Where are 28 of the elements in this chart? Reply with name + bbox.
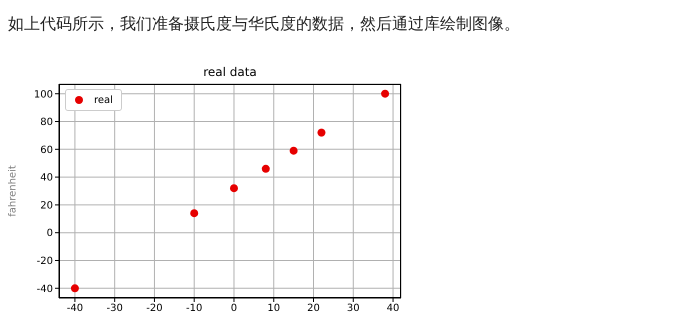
x-tick-label: -30 [106,303,123,314]
point [381,90,390,98]
y-tick-label: 80 [40,117,53,128]
y-tick-label: 40 [40,172,53,184]
x-tick-label: -10 [186,303,202,314]
x-tick-label: 30 [346,303,360,314]
x-tick-label: 40 [386,303,400,314]
y-axis-title: fahrenheit [8,165,19,217]
legend-label: real [94,94,113,106]
point [317,128,326,137]
x-tick-label: 20 [307,303,320,314]
y-tick-label: 20 [40,200,53,212]
point [230,184,238,192]
y-tick-label: -20 [36,256,53,268]
point [290,146,298,155]
point [70,284,79,292]
x-tick-label: 10 [267,303,280,314]
chart-title: real data [202,65,258,79]
y-tick-label: 0 [46,228,53,240]
x-tick-label: -40 [66,303,84,314]
x-tick-label: 0 [230,303,238,314]
y-tick-label: 60 [40,144,53,156]
y-tick-label: 100 [34,89,53,100]
x-tick-label: -20 [146,303,163,314]
text: 如上代码所示，我们准备摄氏度与华氏度的数据，然后通过库绘制图像。 [8,14,520,35]
y-tick-label: -40 [36,284,53,295]
point [262,164,270,173]
point [190,209,198,218]
